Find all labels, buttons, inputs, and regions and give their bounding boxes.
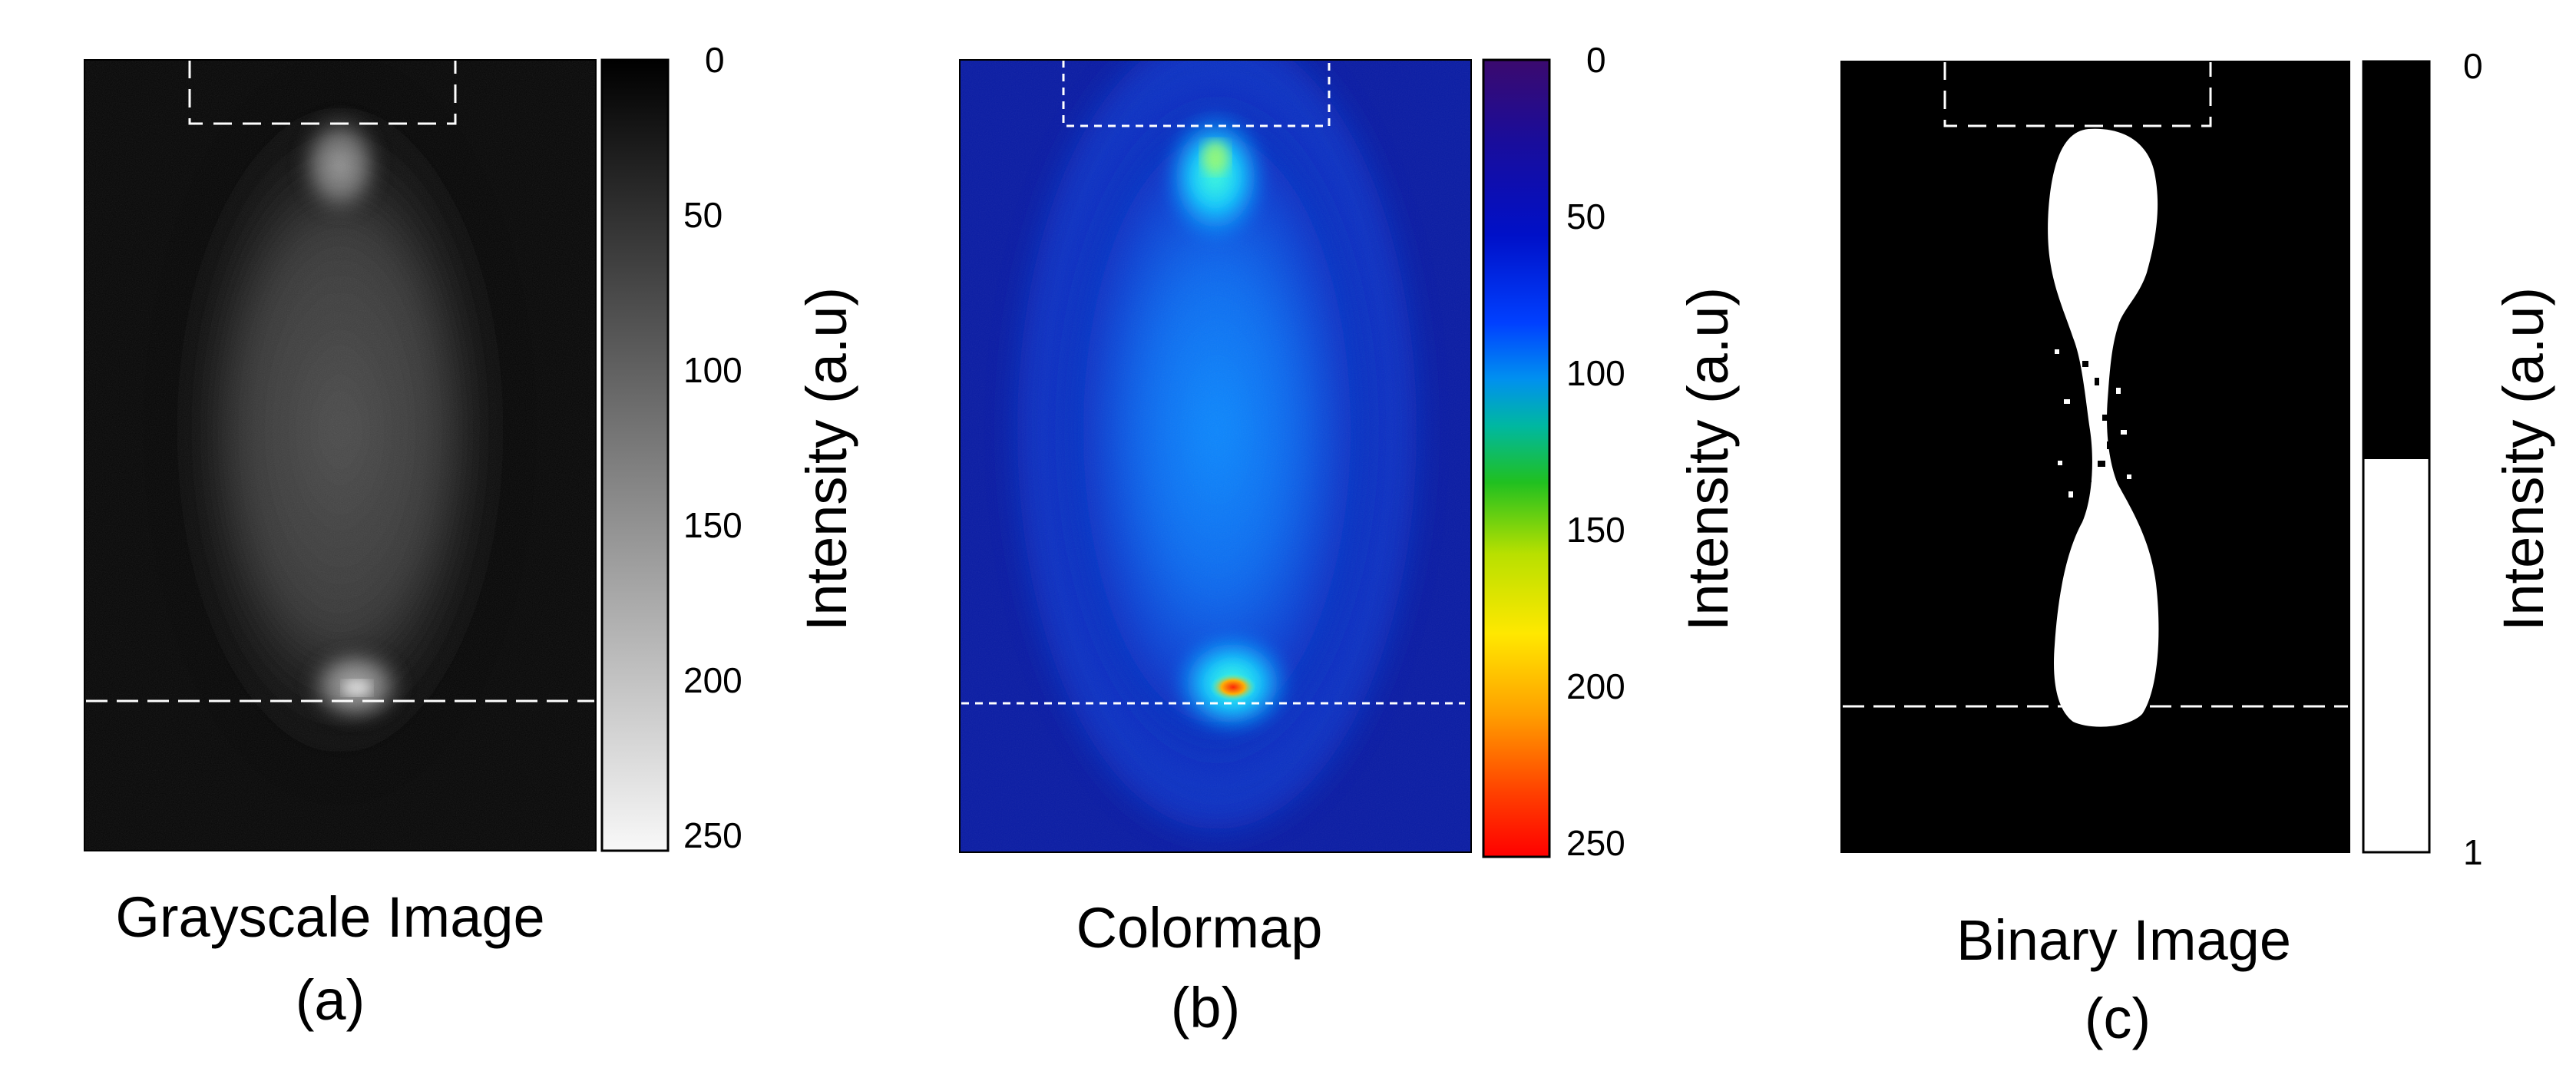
panel-a: 0 50 100 150 200 250 Intensity (a.u) Gra… (84, 40, 858, 1032)
tick-b-200: 200 (1566, 666, 1625, 706)
colorbar-a-ticks: 0 50 100 150 200 250 (683, 40, 742, 855)
neck-speckle (2073, 361, 2111, 482)
tick-a-50: 50 (683, 195, 723, 235)
caption-a-title: Grayscale Image (115, 885, 544, 949)
colorbar-a (600, 58, 670, 852)
colormap-image (960, 60, 1471, 852)
tick-a-250: 250 (683, 815, 742, 855)
tick-c-0: 0 (2463, 46, 2483, 86)
tick-a-200: 200 (683, 660, 742, 700)
colorbar-c-label: Intensity (a.u) (2492, 287, 2555, 631)
colorbar-b (1482, 58, 1551, 858)
caption-b-title: Colormap (1076, 896, 1323, 960)
tick-a-150: 150 (683, 505, 742, 545)
caption-a-letter: (a) (296, 968, 365, 1032)
caption-b-letter: (b) (1171, 976, 1240, 1040)
grayscale-image (84, 60, 596, 851)
neck-speckle-white (2055, 349, 2131, 498)
colorbar-b-label: Intensity (a.u) (1676, 287, 1740, 631)
tick-a-100: 100 (683, 350, 742, 390)
colorbar-c-ticks: 0 1 (2463, 46, 2483, 872)
tick-b-100: 100 (1566, 353, 1625, 393)
colorbar-c (2362, 60, 2431, 854)
binary-image (1841, 61, 2349, 852)
tick-b-50: 50 (1566, 197, 1605, 236)
colorbar-b-ticks: 0 50 100 150 200 250 (1566, 40, 1625, 863)
caption-c-letter: (c) (2085, 987, 2151, 1050)
tick-b-0: 0 (1586, 40, 1606, 80)
panel-b: 0 50 100 150 200 250 Intensity (a.u) Col… (959, 40, 1740, 1040)
tick-b-150: 150 (1566, 510, 1625, 550)
panel-c: 0 1 Intensity (a.u) Binary Image (c) (1840, 46, 2555, 1050)
colorbar-a-label: Intensity (a.u) (795, 287, 858, 631)
tick-a-0: 0 (705, 40, 725, 80)
tick-b-250: 250 (1566, 823, 1625, 863)
tick-c-1: 1 (2463, 832, 2483, 872)
caption-c-title: Binary Image (1956, 908, 2291, 972)
